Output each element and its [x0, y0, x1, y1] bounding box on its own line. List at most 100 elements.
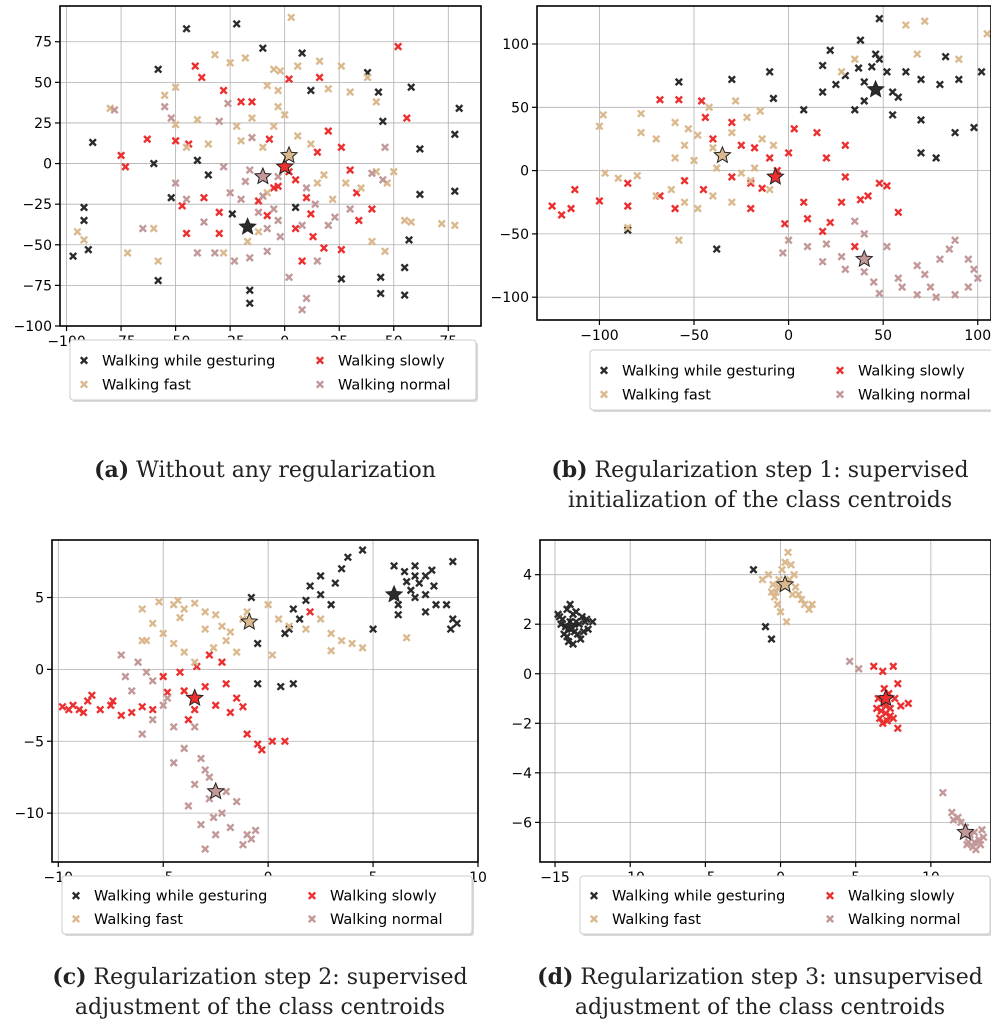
data-point	[875, 714, 884, 723]
data-point	[746, 176, 755, 185]
data-point	[854, 63, 863, 73]
data-point	[313, 179, 322, 188]
data-point	[822, 239, 831, 249]
data-point	[680, 141, 689, 150]
data-point	[306, 581, 315, 591]
data-point	[450, 221, 459, 230]
data-point	[169, 639, 178, 648]
data-point	[154, 65, 163, 74]
data-point	[154, 256, 163, 266]
data-point	[875, 289, 884, 298]
points-layer	[69, 13, 464, 314]
data-point	[803, 214, 812, 223]
data-point	[548, 201, 557, 211]
data-point	[784, 148, 793, 157]
data-point	[693, 204, 702, 213]
data-point	[274, 102, 283, 111]
data-point	[180, 686, 189, 695]
data-point	[623, 223, 632, 232]
data-point	[196, 820, 206, 829]
data-point	[949, 815, 958, 824]
data-point	[446, 625, 455, 634]
data-point	[254, 208, 263, 217]
legend-label: Walking while gesturing	[102, 353, 275, 369]
data-point	[293, 62, 302, 71]
data-point	[276, 682, 285, 691]
data-point	[232, 19, 241, 28]
data-point	[209, 643, 218, 652]
data-point	[264, 600, 273, 609]
data-point	[431, 600, 441, 609]
centroid-star	[766, 167, 785, 185]
data-point	[797, 595, 806, 604]
data-point	[142, 636, 151, 645]
data-point	[916, 75, 926, 84]
data-point	[812, 128, 822, 137]
legend-marker	[315, 380, 325, 389]
data-point	[159, 701, 168, 710]
data-point	[421, 607, 430, 616]
data-point	[232, 797, 241, 806]
data-point	[780, 219, 789, 228]
centroid-star	[275, 156, 295, 175]
data-point	[180, 604, 189, 614]
data-point	[269, 204, 278, 214]
data-point	[799, 105, 808, 114]
data-point	[263, 81, 272, 90]
data-point	[872, 704, 881, 713]
data-point	[378, 175, 387, 184]
y-tick-label: 4	[523, 568, 532, 584]
data-point	[708, 191, 717, 200]
data-point	[313, 148, 322, 157]
data-point	[935, 255, 944, 264]
data-point	[96, 705, 105, 714]
data-point	[761, 622, 770, 631]
data-point	[324, 84, 333, 93]
legend-marker	[71, 914, 81, 923]
data-point	[758, 575, 767, 584]
data-point	[367, 204, 376, 214]
data-point	[369, 625, 378, 634]
data-point	[773, 600, 782, 609]
data-point	[374, 88, 383, 97]
x-tick-label: −100	[580, 328, 618, 344]
data-point	[708, 143, 717, 152]
caption-b: (b) Regularization step 1: supervised in…	[551, 457, 969, 513]
data-point	[822, 153, 831, 162]
y-tick-label: 25	[34, 116, 52, 132]
data-point	[860, 77, 869, 87]
data-point	[860, 267, 869, 276]
data-point	[245, 299, 254, 308]
data-point	[764, 570, 773, 579]
points-layer	[548, 14, 991, 302]
data-point	[193, 248, 202, 257]
centroid-star	[560, 616, 580, 635]
data-point	[746, 204, 755, 213]
data-point	[894, 208, 903, 217]
data-point	[878, 667, 887, 676]
legend-label: Walking slowly	[858, 363, 965, 379]
legend: Walking while gesturing Walking slowly Wal…	[61, 875, 474, 936]
data-point	[274, 172, 283, 181]
data-point	[302, 183, 311, 192]
data-point	[916, 148, 926, 157]
data-point	[127, 708, 136, 717]
centroid-star	[239, 612, 259, 630]
data-point	[595, 122, 604, 131]
data-point	[886, 711, 895, 720]
data-point	[258, 192, 267, 201]
data-point	[756, 107, 765, 116]
data-point	[888, 88, 897, 97]
data-point	[228, 209, 237, 218]
data-point	[889, 662, 898, 671]
data-point	[951, 290, 960, 299]
data-point	[167, 114, 176, 123]
data-point	[671, 204, 680, 213]
data-point	[452, 619, 462, 628]
y-tick-label: 0	[520, 164, 529, 180]
data-point	[770, 592, 779, 602]
data-point	[106, 701, 115, 710]
data-point	[142, 668, 151, 677]
data-point	[671, 118, 680, 127]
data-point	[190, 722, 199, 731]
